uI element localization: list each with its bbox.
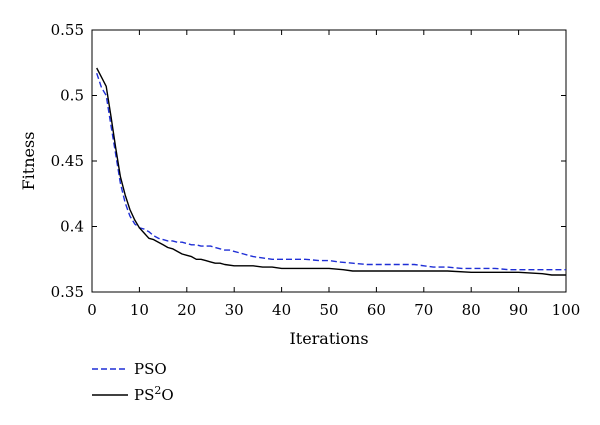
legend-label-ps2o: PS2O [134, 384, 174, 404]
y-tick-label: 0.5 [60, 87, 84, 105]
x-tick-label: 80 [462, 301, 481, 319]
series-line-pso [96, 72, 566, 271]
legend-label-ps2o-base: PS [134, 386, 154, 404]
y-axis-label: Fitness [19, 132, 38, 191]
x-axis-label: Iterations [289, 329, 368, 348]
x-tick-label: 50 [319, 301, 338, 319]
x-tick-label: 100 [552, 301, 581, 319]
x-tick-label: 10 [130, 301, 149, 319]
x-tick-label: 30 [225, 301, 244, 319]
x-axis-ticks: 0 10 20 30 40 50 60 70 80 90 100 [87, 30, 580, 319]
x-tick-label: 60 [367, 301, 386, 319]
x-tick-label: 0 [87, 301, 97, 319]
plot-frame [91, 29, 567, 293]
legend: PSO PS2O [92, 360, 174, 404]
legend-label-ps2o-tail: O [161, 386, 173, 404]
x-tick-label: 90 [509, 301, 528, 319]
legend-label-ps2o-sup: 2 [154, 384, 161, 397]
x-tick-label: 70 [414, 301, 433, 319]
y-tick-label: 0.4 [60, 218, 84, 236]
y-tick-label: 0.35 [51, 283, 84, 301]
series-lines [96, 67, 566, 276]
legend-label-pso: PSO [134, 360, 167, 378]
x-tick-label: 40 [272, 301, 291, 319]
y-tick-label: 0.55 [51, 21, 84, 39]
x-tick-label: 20 [177, 301, 196, 319]
y-axis-ticks: 0.35 0.4 0.45 0.5 0.55 [51, 21, 566, 301]
series-line-ps2o [96, 67, 566, 276]
y-tick-label: 0.45 [51, 152, 84, 170]
